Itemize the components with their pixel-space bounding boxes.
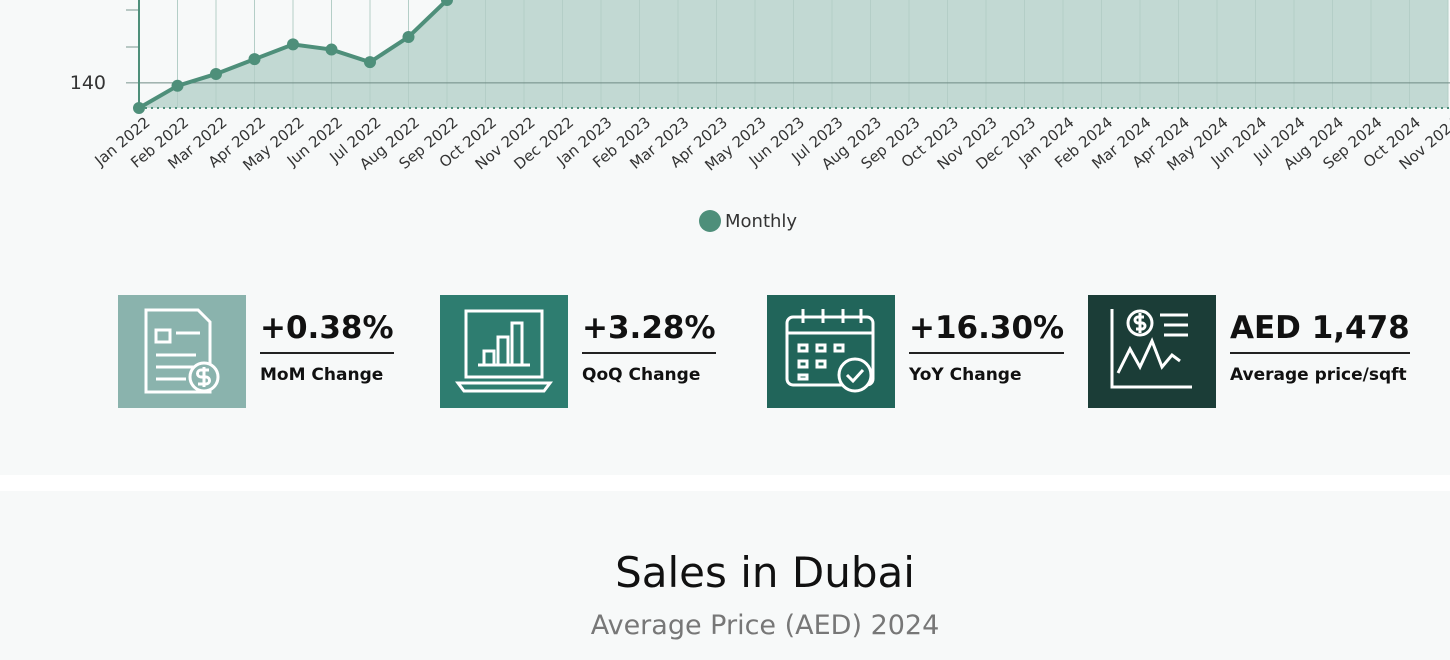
stat-value: +0.38% xyxy=(260,310,394,354)
icon xyxy=(767,295,895,408)
stat-value: +3.28% xyxy=(582,310,716,354)
legend-marker xyxy=(699,210,721,232)
stat-value: AED 1,478 xyxy=(1230,310,1410,354)
section-title: Sales in Dubai xyxy=(615,548,915,597)
icon xyxy=(118,295,246,408)
point xyxy=(402,30,415,43)
point xyxy=(133,102,145,114)
stat-label: Average price/sqft xyxy=(1230,365,1407,385)
point xyxy=(248,53,261,66)
point xyxy=(441,0,453,6)
stat-label: MoM Change xyxy=(260,365,384,385)
point xyxy=(325,43,338,56)
point xyxy=(287,38,299,51)
stat-value: +16.30% xyxy=(909,310,1065,354)
y-tick-label: 140 xyxy=(70,72,106,94)
section-subtitle: Average Price (AED) 2024 xyxy=(590,610,940,641)
line xyxy=(138,0,452,110)
divider xyxy=(0,475,1450,491)
stat-label: YoY Change xyxy=(909,365,1022,385)
icon xyxy=(440,295,568,408)
point xyxy=(364,56,376,69)
legend-label: Monthly xyxy=(725,211,797,232)
icon xyxy=(1088,295,1216,408)
point xyxy=(171,79,184,92)
stat-label: QoQ Change xyxy=(582,365,701,385)
point xyxy=(210,67,222,80)
